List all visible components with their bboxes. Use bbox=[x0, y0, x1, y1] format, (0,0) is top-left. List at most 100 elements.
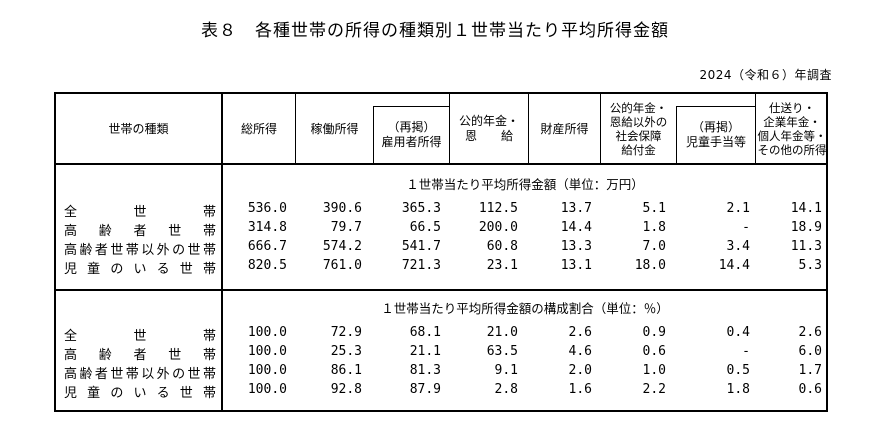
table-title: 表８ 各種世帯の所得の種類別１世帯当たり平均所得金額 bbox=[201, 21, 669, 41]
table-cell: 0.5 bbox=[726, 363, 750, 378]
table-cell: 721.3 bbox=[401, 258, 441, 273]
table-cell: 100.0 bbox=[247, 382, 287, 397]
row-label: 高齢者世帯以外の世帯 bbox=[64, 367, 216, 382]
table-cell: 1.6 bbox=[568, 382, 592, 397]
table-cell: 536.0 bbox=[247, 201, 287, 216]
section-title-amount: １世帯当たり平均所得金額（単位：万円） bbox=[406, 177, 644, 192]
section-divider bbox=[54, 289, 828, 290]
table-cell: 6.0 bbox=[798, 344, 822, 359]
table-cell: 21.0 bbox=[486, 325, 518, 340]
table-cell: 13.3 bbox=[560, 239, 592, 254]
table-cell: 2.6 bbox=[798, 325, 822, 340]
income-table bbox=[54, 92, 828, 412]
table-cell: 23.1 bbox=[486, 258, 518, 273]
table-cell: 0.9 bbox=[642, 325, 666, 340]
table-cell: 13.7 bbox=[560, 201, 592, 216]
header-public-pension: 公的年金・ 恩 給 bbox=[458, 114, 519, 143]
col-rule-8 bbox=[755, 92, 756, 165]
table-cell: 68.1 bbox=[409, 325, 441, 340]
table-cell: 14.4 bbox=[718, 258, 750, 273]
table-cell: 666.7 bbox=[247, 239, 287, 254]
table-cell: - bbox=[742, 344, 750, 359]
table-cell: 14.1 bbox=[790, 201, 822, 216]
row-label: 高齢者世帯 bbox=[64, 224, 216, 239]
table-cell: 60.8 bbox=[486, 239, 518, 254]
table-cell: 541.7 bbox=[401, 239, 441, 254]
table-cell: 72.9 bbox=[330, 325, 362, 340]
table-cell: 112.5 bbox=[478, 201, 518, 216]
table-cell: 9.1 bbox=[494, 363, 518, 378]
col-rule-7 bbox=[676, 106, 677, 165]
header-bottom-rule bbox=[54, 163, 828, 164]
table-cell: 0.4 bbox=[726, 325, 750, 340]
table-cell: 92.8 bbox=[330, 382, 362, 397]
table-cell: 86.1 bbox=[330, 363, 362, 378]
table-cell: 25.3 bbox=[330, 344, 362, 359]
table-cell: 574.2 bbox=[322, 239, 362, 254]
header-other-income: 仕送り・ 企業年金・ 個人年金等・ その他の所得 bbox=[757, 101, 827, 157]
table-cell: 13.1 bbox=[560, 258, 592, 273]
table-cell: 4.6 bbox=[568, 344, 592, 359]
table-cell: 79.7 bbox=[330, 220, 362, 235]
header-child-allowance: （再掲） 児童手当等 bbox=[685, 120, 746, 149]
col-rule-5 bbox=[528, 92, 529, 165]
table-cell: 87.9 bbox=[409, 382, 441, 397]
table-cell: 100.0 bbox=[247, 325, 287, 340]
table-cell: 200.0 bbox=[478, 220, 518, 235]
table-cell: 5.3 bbox=[798, 258, 822, 273]
table-cell: 66.5 bbox=[409, 220, 441, 235]
header-total-income: 総所得 bbox=[240, 121, 277, 136]
table-cell: 1.8 bbox=[726, 382, 750, 397]
table-cell: 820.5 bbox=[247, 258, 287, 273]
header-employment-income: 稼働所得 bbox=[310, 121, 359, 136]
table-cell: 81.3 bbox=[409, 363, 441, 378]
header-social-security: 公的年金・ 恩給以外の 社会保障 給付金 bbox=[609, 101, 668, 157]
table-cell: 7.0 bbox=[642, 239, 666, 254]
row-label: 全世帯 bbox=[64, 205, 216, 220]
table-cell: 100.0 bbox=[247, 344, 287, 359]
table-cell: 1.0 bbox=[642, 363, 666, 378]
table-cell: 2.8 bbox=[494, 382, 518, 397]
section-divider-2 bbox=[54, 290, 828, 291]
section-title-composition: １世帯当たり平均所得金額の構成割合（単位：％） bbox=[381, 301, 669, 316]
table-cell: 1.8 bbox=[642, 220, 666, 235]
table-cell: 21.1 bbox=[409, 344, 441, 359]
table-cell: 2.0 bbox=[568, 363, 592, 378]
table-cell: 761.0 bbox=[322, 258, 362, 273]
table-cell: 314.8 bbox=[247, 220, 287, 235]
table-cell: - bbox=[742, 220, 750, 235]
row-label: 児童のいる世帯 bbox=[64, 262, 216, 277]
row-label: 高齢者世帯以外の世帯 bbox=[64, 243, 216, 258]
header-household-type: 世帯の種類 bbox=[108, 121, 169, 136]
col-rule-4 bbox=[449, 92, 450, 165]
table-cell: 2.6 bbox=[568, 325, 592, 340]
row-label: 全世帯 bbox=[64, 329, 216, 344]
col-rule-2 bbox=[295, 92, 296, 165]
table-cell: 365.3 bbox=[401, 201, 441, 216]
table-cell: 63.5 bbox=[486, 344, 518, 359]
row-label: 児童のいる世帯 bbox=[64, 386, 216, 401]
table-cell: 0.6 bbox=[642, 344, 666, 359]
table-cell: 14.4 bbox=[560, 220, 592, 235]
header-bottom-rule-2 bbox=[54, 164, 828, 165]
row-label: 高齢者世帯 bbox=[64, 348, 216, 363]
sub-header-rule-1 bbox=[373, 106, 450, 107]
table-cell: 2.2 bbox=[642, 382, 666, 397]
col-rule-3 bbox=[373, 106, 374, 165]
sub-header-rule-2 bbox=[676, 106, 756, 107]
survey-year: 2024（令和６）年調査 bbox=[699, 68, 832, 82]
col-rule-6 bbox=[600, 92, 601, 165]
table-cell: 0.6 bbox=[798, 382, 822, 397]
col-rule-1 bbox=[221, 92, 222, 412]
table-cell: 1.7 bbox=[798, 363, 822, 378]
table-cell: 18.0 bbox=[634, 258, 666, 273]
table-cell: 3.4 bbox=[726, 239, 750, 254]
table-cell: 11.3 bbox=[790, 239, 822, 254]
table-cell: 18.9 bbox=[790, 220, 822, 235]
table-cell: 390.6 bbox=[322, 201, 362, 216]
table-cell: 2.1 bbox=[726, 201, 750, 216]
table-cell: 5.1 bbox=[642, 201, 666, 216]
header-property-income: 財産所得 bbox=[540, 121, 589, 136]
table-cell: 100.0 bbox=[247, 363, 287, 378]
col-rule-1b bbox=[222, 92, 223, 412]
